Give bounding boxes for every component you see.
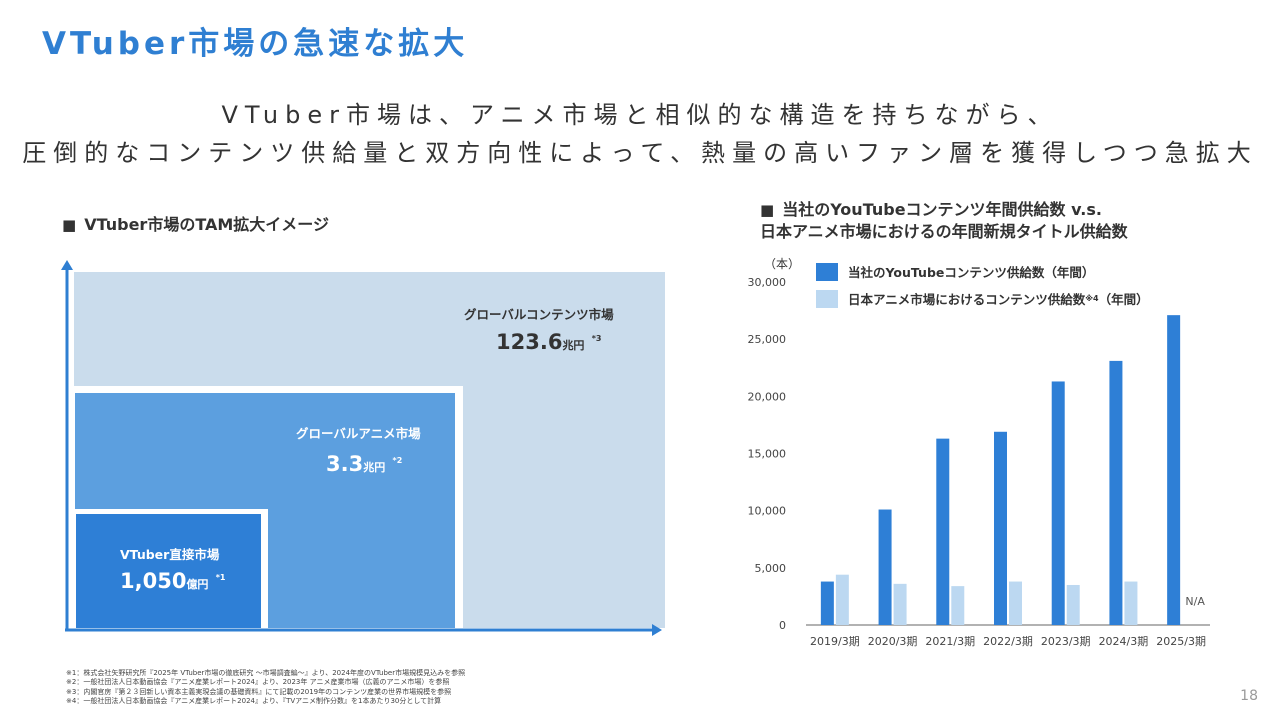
legend-swatch-secondary [816, 289, 838, 308]
square-bullet-icon: ■ [62, 216, 77, 234]
x-tick-label: 2022/3期 [983, 635, 1033, 648]
global-anime-value: 3.3兆円 *2 [326, 452, 403, 476]
y-tick-label: 5,000 [755, 562, 787, 575]
bar-youtube [1051, 381, 1065, 625]
y-tick-label: 15,000 [748, 448, 787, 461]
x-tick-label: 2019/3期 [810, 635, 860, 648]
y-tick-label: 20,000 [748, 390, 787, 403]
bar-youtube [994, 431, 1007, 625]
square-bullet-icon: ■ [760, 201, 775, 219]
na-annotation: N/A [1185, 595, 1205, 608]
vtuber-direct-market-box [76, 514, 261, 628]
bar-youtube [820, 581, 834, 625]
global-anime-label: グローバルアニメ市場 [296, 426, 421, 441]
global-content-label: グローバルコンテンツ市場 [464, 307, 614, 322]
vtuber-direct-label: VTuber直接市場 [120, 547, 220, 562]
page-number: 18 [1240, 688, 1258, 704]
tam-axes [61, 260, 662, 636]
tam-heading-text: VTuber市場のTAM拡大イメージ [84, 215, 329, 234]
legend-swatch-primary [816, 262, 838, 281]
lead-line-1: VTuber市場は、アニメ市場と相似的な構造を持ちながら、 [221, 101, 1059, 129]
bar-youtube [1167, 315, 1181, 625]
bar-anime [835, 574, 849, 625]
page-title: VTuber市場の急速な拡大 [42, 26, 469, 62]
chart-heading-line-2: 日本アニメ市場におけるの年間新規タイトル供給数 [760, 222, 1128, 241]
y-tick-label: 30,000 [748, 276, 787, 289]
chart-y-unit-label: （本） [764, 257, 801, 271]
x-tick-label: 2020/3期 [868, 635, 918, 648]
x-tick-label: 2025/3期 [1156, 635, 1206, 648]
x-axis-arrowhead-icon [652, 624, 662, 636]
bar-anime [1124, 581, 1138, 625]
bar-anime [1066, 584, 1080, 625]
footnote-2: ※2：一般社団法人日本動画協会『アニメ産業レポート2024』より、2023年 ア… [66, 678, 450, 687]
legend-item-anime: 日本アニメ市場におけるコンテンツ供給数 ※4 （年間） [816, 289, 1149, 308]
tam-diagram: グローバルコンテンツ市場 123.6兆円 *3 グローバルアニメ市場 3.3兆円… [58, 258, 668, 648]
bar-anime [893, 583, 907, 625]
chart-heading-line-1: ■ 当社のYouTubeコンテンツ年間供給数 v.s. [760, 200, 1102, 219]
tam-section-heading: ■ VTuber市場のTAM拡大イメージ [62, 211, 329, 235]
y-tick-label: 0 [779, 619, 786, 632]
footnote-1: ※1：株式会社矢野研究所『2025年 VTuber市場の徹底研究 ～市場調査編～… [66, 669, 466, 677]
y-axis-arrowhead-icon [61, 260, 73, 270]
lead-line-2: 圧倒的なコンテンツ供給量と双方向性によって、熱量の高いファン層を獲得しつつ急拡大 [22, 139, 1258, 167]
y-tick-label: 25,000 [748, 333, 787, 346]
footnote-4: ※4：一般社団法人日本動画協会『アニメ産業レポート2024』より、『TVアニメ制… [66, 696, 442, 705]
bar-youtube [878, 509, 892, 625]
vtuber-direct-value: 1,050億円 *1 [120, 569, 226, 593]
bar-chart: 0 5,000 10,000 15,000 20,000 25,000 30,000 2019… [748, 276, 1210, 648]
legend-item-youtube: 当社のYouTubeコンテンツ供給数（年間） [816, 262, 1094, 281]
footnote-3: ※3：内閣官房『第２３回新しい資本主義実現会議の基礎資料』にて記載の2019年の… [66, 687, 452, 696]
footnotes: ※1：株式会社矢野研究所『2025年 VTuber市場の徹底研究 ～市場調査編～… [66, 669, 465, 706]
bar-anime [951, 586, 965, 625]
bar-youtube [936, 438, 950, 625]
y-tick-label: 10,000 [748, 505, 787, 518]
bar-youtube [1109, 360, 1123, 625]
x-tick-label: 2024/3期 [1099, 635, 1149, 648]
x-tick-label: 2021/3期 [925, 635, 975, 648]
bar-anime [1009, 581, 1022, 625]
x-tick-label: 2023/3期 [1041, 635, 1091, 648]
global-content-value: 123.6兆円 *3 [496, 330, 602, 354]
global-anime-market-box-lower [269, 511, 455, 628]
